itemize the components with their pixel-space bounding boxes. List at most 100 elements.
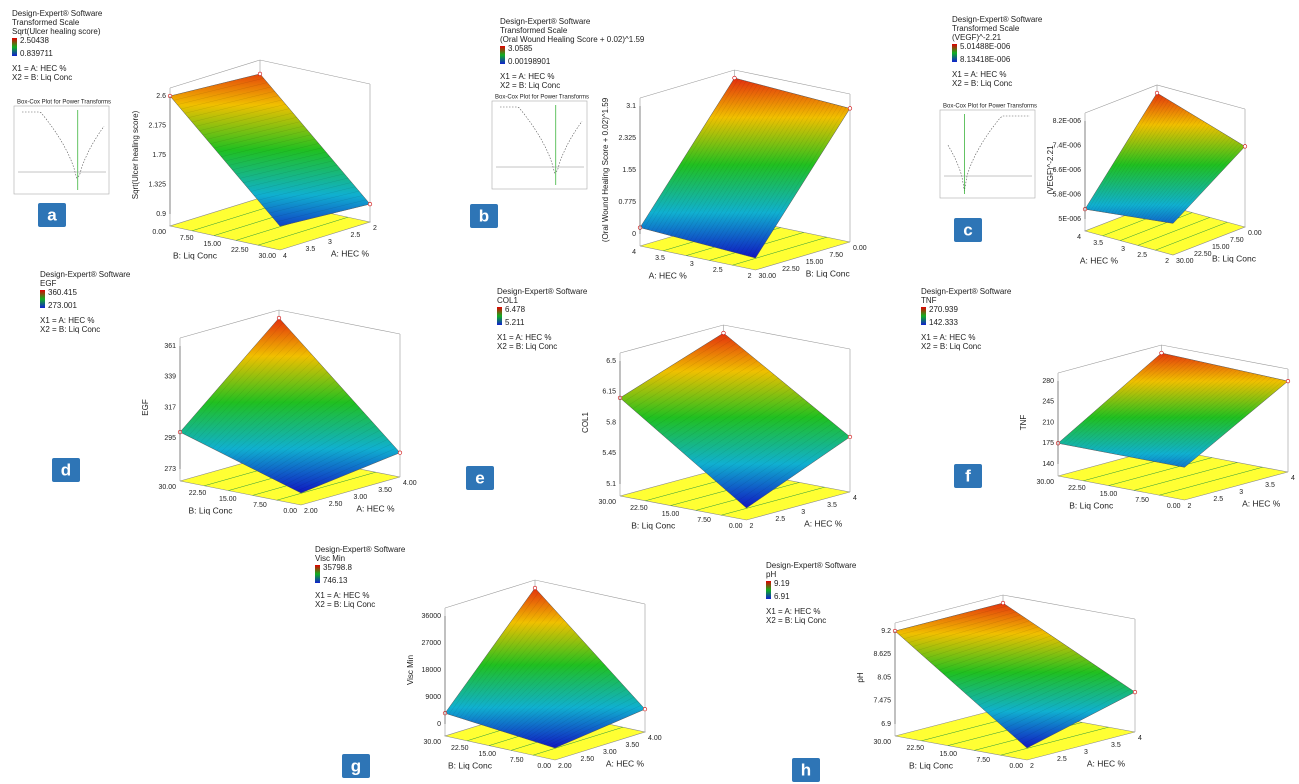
surface-mesh: [452, 595, 543, 716]
a-axis-label: A: HEC %: [331, 248, 370, 258]
surface-mesh: [296, 448, 397, 492]
surface-mesh: [716, 412, 821, 483]
surface-mesh: [228, 143, 319, 166]
surface-mesh: [1117, 112, 1190, 215]
panel-badge: [954, 464, 982, 488]
a-tick-label: 7.50: [1230, 237, 1244, 244]
surface-mesh: [248, 394, 348, 467]
design-point: [642, 707, 648, 712]
surface-mesh: [678, 381, 783, 450]
surface-mesh: [221, 134, 312, 157]
surface-mesh: [1116, 365, 1221, 455]
surface-mesh: [978, 659, 1087, 706]
surface-mesh: [1108, 364, 1213, 454]
a-tick-label: 4.00: [403, 480, 417, 487]
a-tick-label: 30.00: [1176, 258, 1194, 265]
a-tick-label: 3.00: [354, 494, 368, 501]
surface-mesh: [1022, 688, 1131, 745]
surface-mesh: [1143, 128, 1216, 219]
surface-mesh: [1000, 674, 1109, 725]
b-tick-label: 7.50: [253, 502, 267, 509]
legend-high: 5.01488E-006: [960, 42, 1011, 51]
surface-mesh: [683, 384, 787, 454]
panel-badge: [52, 458, 80, 482]
boxcox-curve: [22, 111, 105, 179]
legend-low: 746.13: [323, 576, 348, 585]
surface-mesh: [628, 339, 733, 406]
design-point: [847, 434, 853, 440]
z-axis-label: pH: [856, 672, 865, 682]
z-tick-label: 6.15: [602, 389, 616, 396]
surface-mesh: [536, 688, 627, 743]
panel-badge: [792, 758, 820, 782]
surface-mesh: [1158, 137, 1231, 222]
surface-mesh: [1133, 369, 1238, 458]
surface-mesh: [208, 349, 308, 447]
b-tick-label: 30.00: [158, 484, 176, 491]
z-tick-label: 6.6E-006: [1053, 167, 1082, 174]
surface-mesh: [448, 591, 539, 715]
surface-mesh: [987, 665, 1096, 714]
surface-mesh: [691, 391, 796, 461]
surface-mesh: [532, 684, 624, 742]
surface-mesh: [1122, 116, 1196, 216]
b-tick-label: 0.00: [283, 508, 297, 515]
surface-mesh: [693, 92, 789, 242]
panel-letter: d: [61, 460, 71, 479]
a-tick-label: 3.5: [1111, 742, 1121, 749]
surface-mesh: [220, 362, 320, 453]
surface-mesh: [212, 353, 312, 449]
surface-mesh: [1100, 362, 1204, 452]
a-tick-label: 3.00: [603, 749, 617, 756]
surface-mesh: [908, 611, 1017, 643]
design-point: [1159, 350, 1164, 356]
z-tick-label: 295: [164, 435, 176, 442]
b-tick-label: 15.00: [478, 751, 496, 758]
surface-mesh: [1146, 372, 1251, 461]
b-tick-label: 22.50: [189, 490, 207, 497]
surface-mesh: [1018, 685, 1127, 741]
a-tick-label: 3: [328, 239, 332, 246]
surface-mesh: [507, 656, 598, 734]
surface-mesh: [1171, 378, 1276, 466]
surface-mesh: [224, 367, 324, 455]
legend-low: 142.333: [929, 318, 958, 327]
x1: X1 = A: HEC %: [952, 70, 1006, 79]
surface-mesh: [180, 86, 272, 110]
b-tick-label: 22.50: [231, 247, 249, 254]
design-point: [1000, 600, 1006, 606]
b-axis-label: A: HEC %: [649, 270, 688, 280]
b-tick-label: 30.00: [258, 253, 276, 260]
surface-mesh: [1105, 105, 1178, 213]
surface-mesh: [1091, 360, 1196, 450]
surface-mesh: [1095, 361, 1200, 451]
software: Design-Expert® Software: [40, 270, 131, 279]
z-tick-label: 140: [1042, 461, 1054, 468]
surface-mesh: [261, 182, 352, 205]
surface-mesh: [624, 336, 728, 402]
design-point: [847, 106, 853, 111]
z-tick-label: 5.8: [606, 419, 616, 426]
z-axis-label: (Oral Wound Healing Score + 0.02)^1.59: [601, 97, 610, 242]
surface-mesh: [1166, 142, 1240, 223]
z-tick-label: 36000: [422, 613, 442, 620]
z-tick-label: 1.325: [148, 181, 166, 188]
surface-mesh: [670, 374, 775, 443]
z-tick-label: 3.1: [626, 103, 636, 110]
surface-mesh: [712, 97, 808, 247]
surface-mesh: [728, 101, 824, 252]
a-tick-label: 4.00: [648, 735, 662, 742]
surface-mesh: [1121, 366, 1225, 456]
surface-mesh: [246, 164, 338, 188]
surface-mesh: [202, 112, 294, 136]
surface-mesh: [969, 653, 1078, 698]
surface-mesh: [1096, 100, 1169, 212]
boxcox-frame: [491, 100, 588, 190]
z-tick-label: 273: [164, 466, 176, 473]
response: EGF: [40, 279, 57, 288]
b-tick-label: 4: [1077, 234, 1081, 241]
panel-badge: [466, 466, 494, 490]
surface-mesh: [934, 629, 1043, 667]
b-tick-label: 7.50: [180, 235, 194, 242]
